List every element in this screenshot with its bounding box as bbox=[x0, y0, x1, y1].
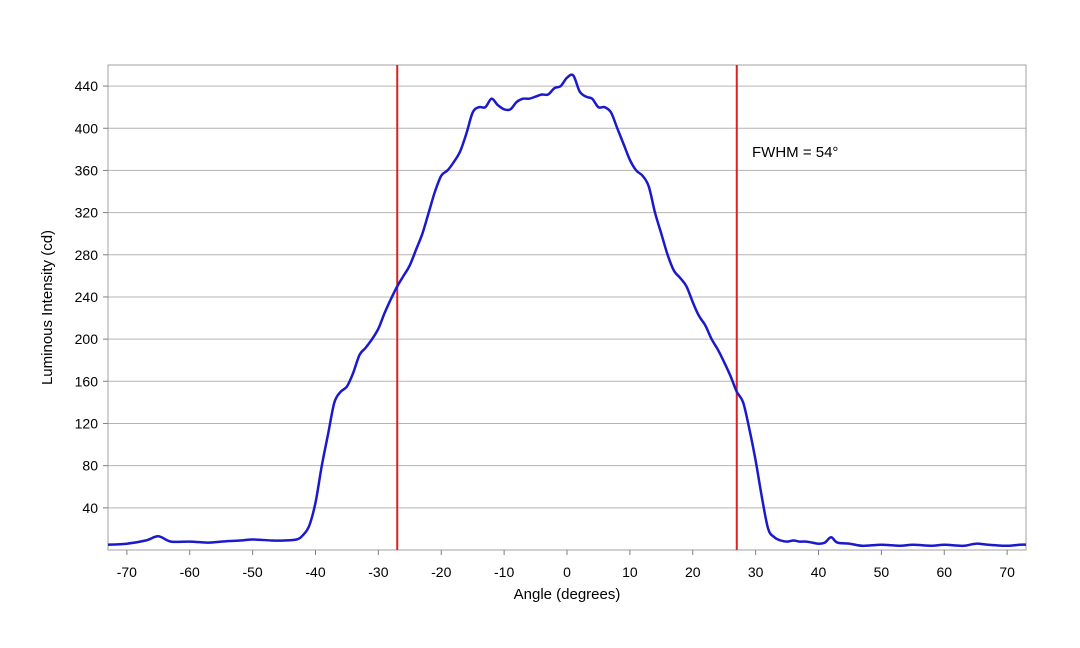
y-tick-label: 80 bbox=[82, 458, 98, 474]
x-tick-label: -70 bbox=[117, 564, 137, 580]
series-line bbox=[107, 73, 1027, 548]
y-tick-label: 280 bbox=[75, 247, 99, 263]
x-tick-label: 40 bbox=[811, 564, 827, 580]
fwhm-annotation: FWHM = 54° bbox=[752, 144, 838, 161]
x-tick-label: 30 bbox=[748, 564, 764, 580]
grid-lines bbox=[108, 85, 1026, 509]
y-tick-label: 240 bbox=[75, 289, 99, 305]
y-tick-label: 400 bbox=[75, 120, 99, 136]
y-tick-label: 160 bbox=[75, 373, 99, 389]
x-tick-label: -50 bbox=[242, 564, 262, 580]
x-tick-label: -40 bbox=[305, 564, 325, 580]
y-tick-label: 40 bbox=[82, 500, 98, 516]
y-tick-label: 120 bbox=[75, 415, 99, 431]
x-tick-label: 60 bbox=[936, 564, 952, 580]
x-tick-label: -30 bbox=[368, 564, 388, 580]
y-tick-label: 200 bbox=[75, 331, 99, 347]
x-tick-label: -20 bbox=[431, 564, 451, 580]
x-tick-label: 0 bbox=[563, 564, 571, 580]
x-tick-label: -60 bbox=[180, 564, 200, 580]
x-tick-label: 50 bbox=[874, 564, 890, 580]
y-axis-title: Luminous Intensity (cd) bbox=[39, 230, 56, 385]
y-tick-label: 440 bbox=[75, 78, 99, 94]
x-tick-label: -10 bbox=[494, 564, 514, 580]
x-axis-title: Angle (degrees) bbox=[514, 586, 621, 603]
reference-lines bbox=[396, 65, 738, 550]
y-axis-ticks: 40 80 120 160 200 240 280 320 360 400 440 bbox=[75, 78, 108, 516]
y-tick-label: 320 bbox=[75, 205, 99, 221]
x-tick-label: 10 bbox=[622, 564, 638, 580]
x-tick-label: 70 bbox=[999, 564, 1015, 580]
x-axis-ticks: -70 -60 -50 -40 -30 -20 -10 0 10 20 30 40 50 60 70 bbox=[117, 550, 1015, 580]
x-tick-label: 20 bbox=[685, 564, 701, 580]
plot-area-frame bbox=[107, 64, 1027, 551]
y-tick-label: 360 bbox=[75, 162, 99, 178]
